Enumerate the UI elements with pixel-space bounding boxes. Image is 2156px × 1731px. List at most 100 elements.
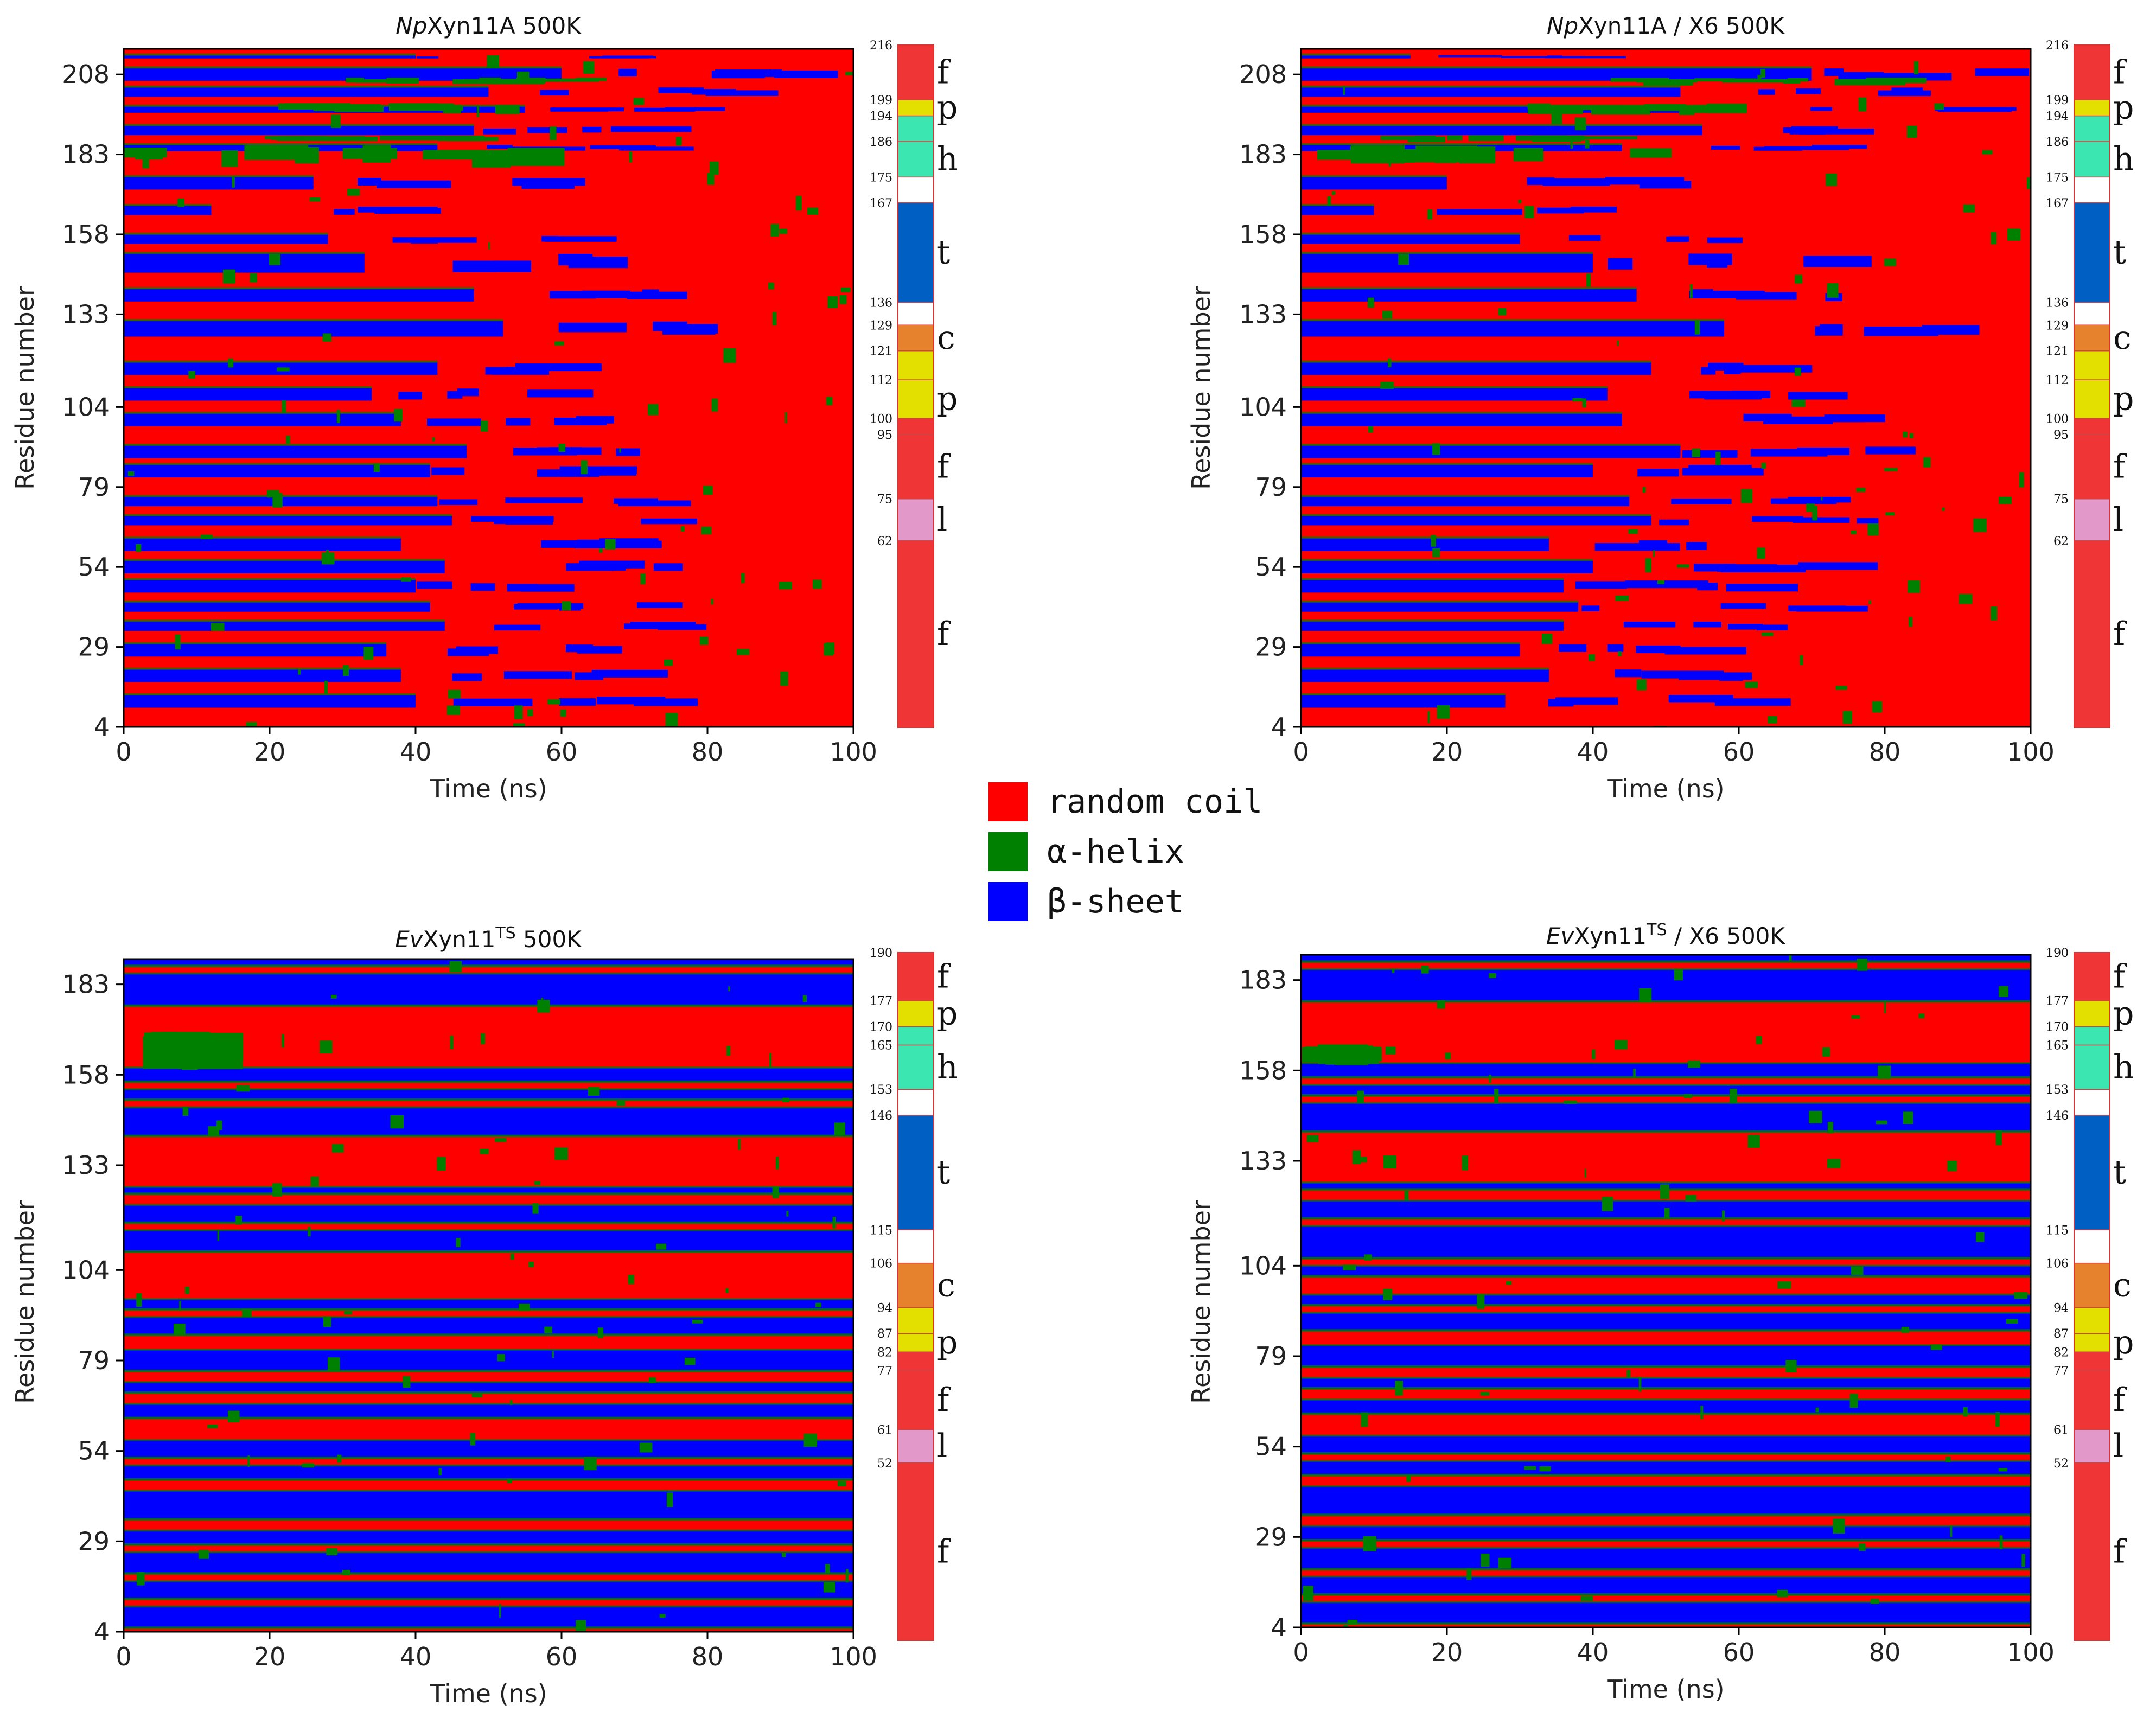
heatmap-sheet-fragment (417, 581, 452, 589)
heatmap-helix-edge (124, 1572, 853, 1575)
heatmap-helix-speckle (322, 552, 335, 565)
heatmap-helix-speckle (1683, 1094, 1693, 1098)
legend-item-beta-sheet: β-sheet (988, 880, 1184, 923)
region-segment (2074, 1026, 2110, 1046)
y-tick-label: 79 (1255, 472, 1287, 502)
heatmap-sheet-band (124, 621, 445, 631)
heatmap-helix-speckle (242, 1309, 252, 1317)
heatmap-sheet-fragment (492, 367, 550, 375)
heatmap-sheet-fragment (1756, 624, 1788, 631)
heatmap-helix-edge (124, 1370, 853, 1372)
heatmap-sheet-fragment (452, 260, 497, 272)
y-tick-label: 29 (78, 1526, 110, 1556)
heatmap-helix-edge (1301, 319, 1725, 322)
heatmap-helix-edge (1301, 360, 1651, 363)
heatmap-helix-edge (124, 1580, 853, 1582)
heatmap-helix-speckle (1628, 529, 1638, 534)
y-tick-label: 54 (78, 552, 110, 582)
heatmap-sheet-fragment (392, 237, 477, 243)
heatmap-coil-band (1301, 1077, 2031, 1085)
heatmap-sheet-band (124, 445, 467, 458)
heatmap-sheet-fragment (527, 389, 594, 398)
heatmap-helix-speckle (1851, 530, 1857, 534)
region-boundary-label: 75 (2053, 493, 2069, 507)
heatmap-helix-edge (124, 1316, 853, 1318)
region-boundary-label: 136 (870, 297, 892, 310)
region-segment (2074, 141, 2110, 178)
heatmap-sheet-fragment (574, 540, 662, 548)
region-segment (2074, 115, 2110, 142)
heatmap-helix-speckle (1398, 254, 1409, 265)
region-label: p (937, 994, 958, 1032)
heatmap-sheet-fragment (1714, 698, 1791, 706)
panel-2: 0 20 40 60 80 100 4 29 54 79 104 133 158 183 208 Time (… (1187, 12, 2134, 803)
heatmap-helix-edge (1301, 1094, 2031, 1097)
region-segment (2074, 1429, 2110, 1464)
heatmap-sheet-fragment (630, 622, 696, 628)
heatmap-helix-speckle (1664, 1208, 1670, 1219)
region-boundary-label: 52 (2053, 1457, 2069, 1471)
region-segment (2074, 1000, 2110, 1027)
heatmap-helix-edge (1301, 968, 2031, 970)
heatmap-helix-edge (1301, 53, 1411, 56)
y-axis-label: Residue number (1187, 286, 1216, 490)
y-axis-label: Residue number (10, 286, 40, 490)
heatmap-helix-speckle (782, 1097, 789, 1102)
heatmap-sheet-fragment (494, 624, 541, 631)
heatmap-helix-speckle (432, 437, 435, 442)
heatmap-sheet-fragment (483, 129, 516, 135)
heatmap-helix-speckle (1395, 1380, 1403, 1396)
heatmap-sheet-band (124, 695, 416, 708)
region-boundary-label: 112 (870, 374, 892, 387)
heatmap-helix-speckle (1950, 1525, 1953, 1537)
heatmap-helix-speckle (1498, 308, 1507, 316)
region-boundary-label: 77 (2053, 1364, 2069, 1378)
region-boundary-label: 177 (2046, 995, 2069, 1008)
heatmap-helix-edge (1301, 232, 1520, 235)
heatmap-helix-block (1459, 146, 1496, 164)
heatmap-sheet-band (1301, 695, 1506, 708)
region-boundary-label: 121 (870, 345, 892, 359)
heatmap-helix-speckle (1385, 1046, 1396, 1055)
heatmap-coil-band (1301, 1569, 2031, 1577)
region-segment (897, 1044, 934, 1090)
heatmap-helix-speckle (513, 723, 525, 727)
heatmap-helix-speckle (1639, 988, 1652, 1003)
heatmap-coil-band (124, 1519, 853, 1531)
region-segment (897, 302, 934, 326)
heatmap-helix-speckle (1722, 1210, 1725, 1222)
heatmap-helix-speckle (786, 1211, 789, 1217)
heatmap-helix-block (423, 150, 482, 160)
heatmap-helix-speckle (826, 397, 833, 406)
heatmap-helix-block (326, 137, 378, 142)
heatmap-sheet-fragment (1689, 290, 1765, 298)
heatmap-helix-speckle (664, 659, 673, 666)
region-boundary-label: 94 (2053, 1301, 2069, 1315)
heatmap-sheet-fragment (616, 448, 640, 456)
y-axis-label: Residue number (1187, 1200, 1216, 1404)
heatmap-helix-speckle (1602, 1197, 1613, 1211)
heatmap-helix-block (1534, 137, 1581, 142)
heatmap-helix-edge (1301, 1365, 2031, 1368)
heatmap-helix-speckle (1653, 550, 1655, 557)
heatmap-helix-edge (124, 1626, 853, 1630)
region-boundary-label: 167 (2046, 197, 2069, 210)
heatmap-helix-speckle (1876, 1120, 1887, 1125)
region-boundary-label: 175 (870, 171, 892, 184)
region-boundary-label: 100 (870, 412, 892, 426)
heatmap-sheet-fragment (439, 499, 478, 506)
region-segment (897, 141, 934, 178)
heatmap-helix-speckle (2006, 1319, 2018, 1324)
y-tick-label: 104 (1239, 1251, 1287, 1280)
heatmap-helix-speckle (1982, 150, 1993, 155)
heatmap-helix-speckle (665, 713, 678, 727)
region-boundary-label: 190 (870, 947, 892, 960)
heatmap-helix-block (1694, 78, 1736, 82)
heatmap-coil-band (124, 1194, 853, 1205)
heatmap-sheet-fragment (453, 698, 533, 706)
y-tick-label: 208 (1239, 60, 1287, 89)
heatmap-helix-speckle (837, 1481, 846, 1487)
heatmap-helix-speckle (509, 1400, 513, 1406)
heatmap-coil-band (124, 1006, 853, 1068)
y-tick-label: 54 (1255, 1432, 1287, 1461)
